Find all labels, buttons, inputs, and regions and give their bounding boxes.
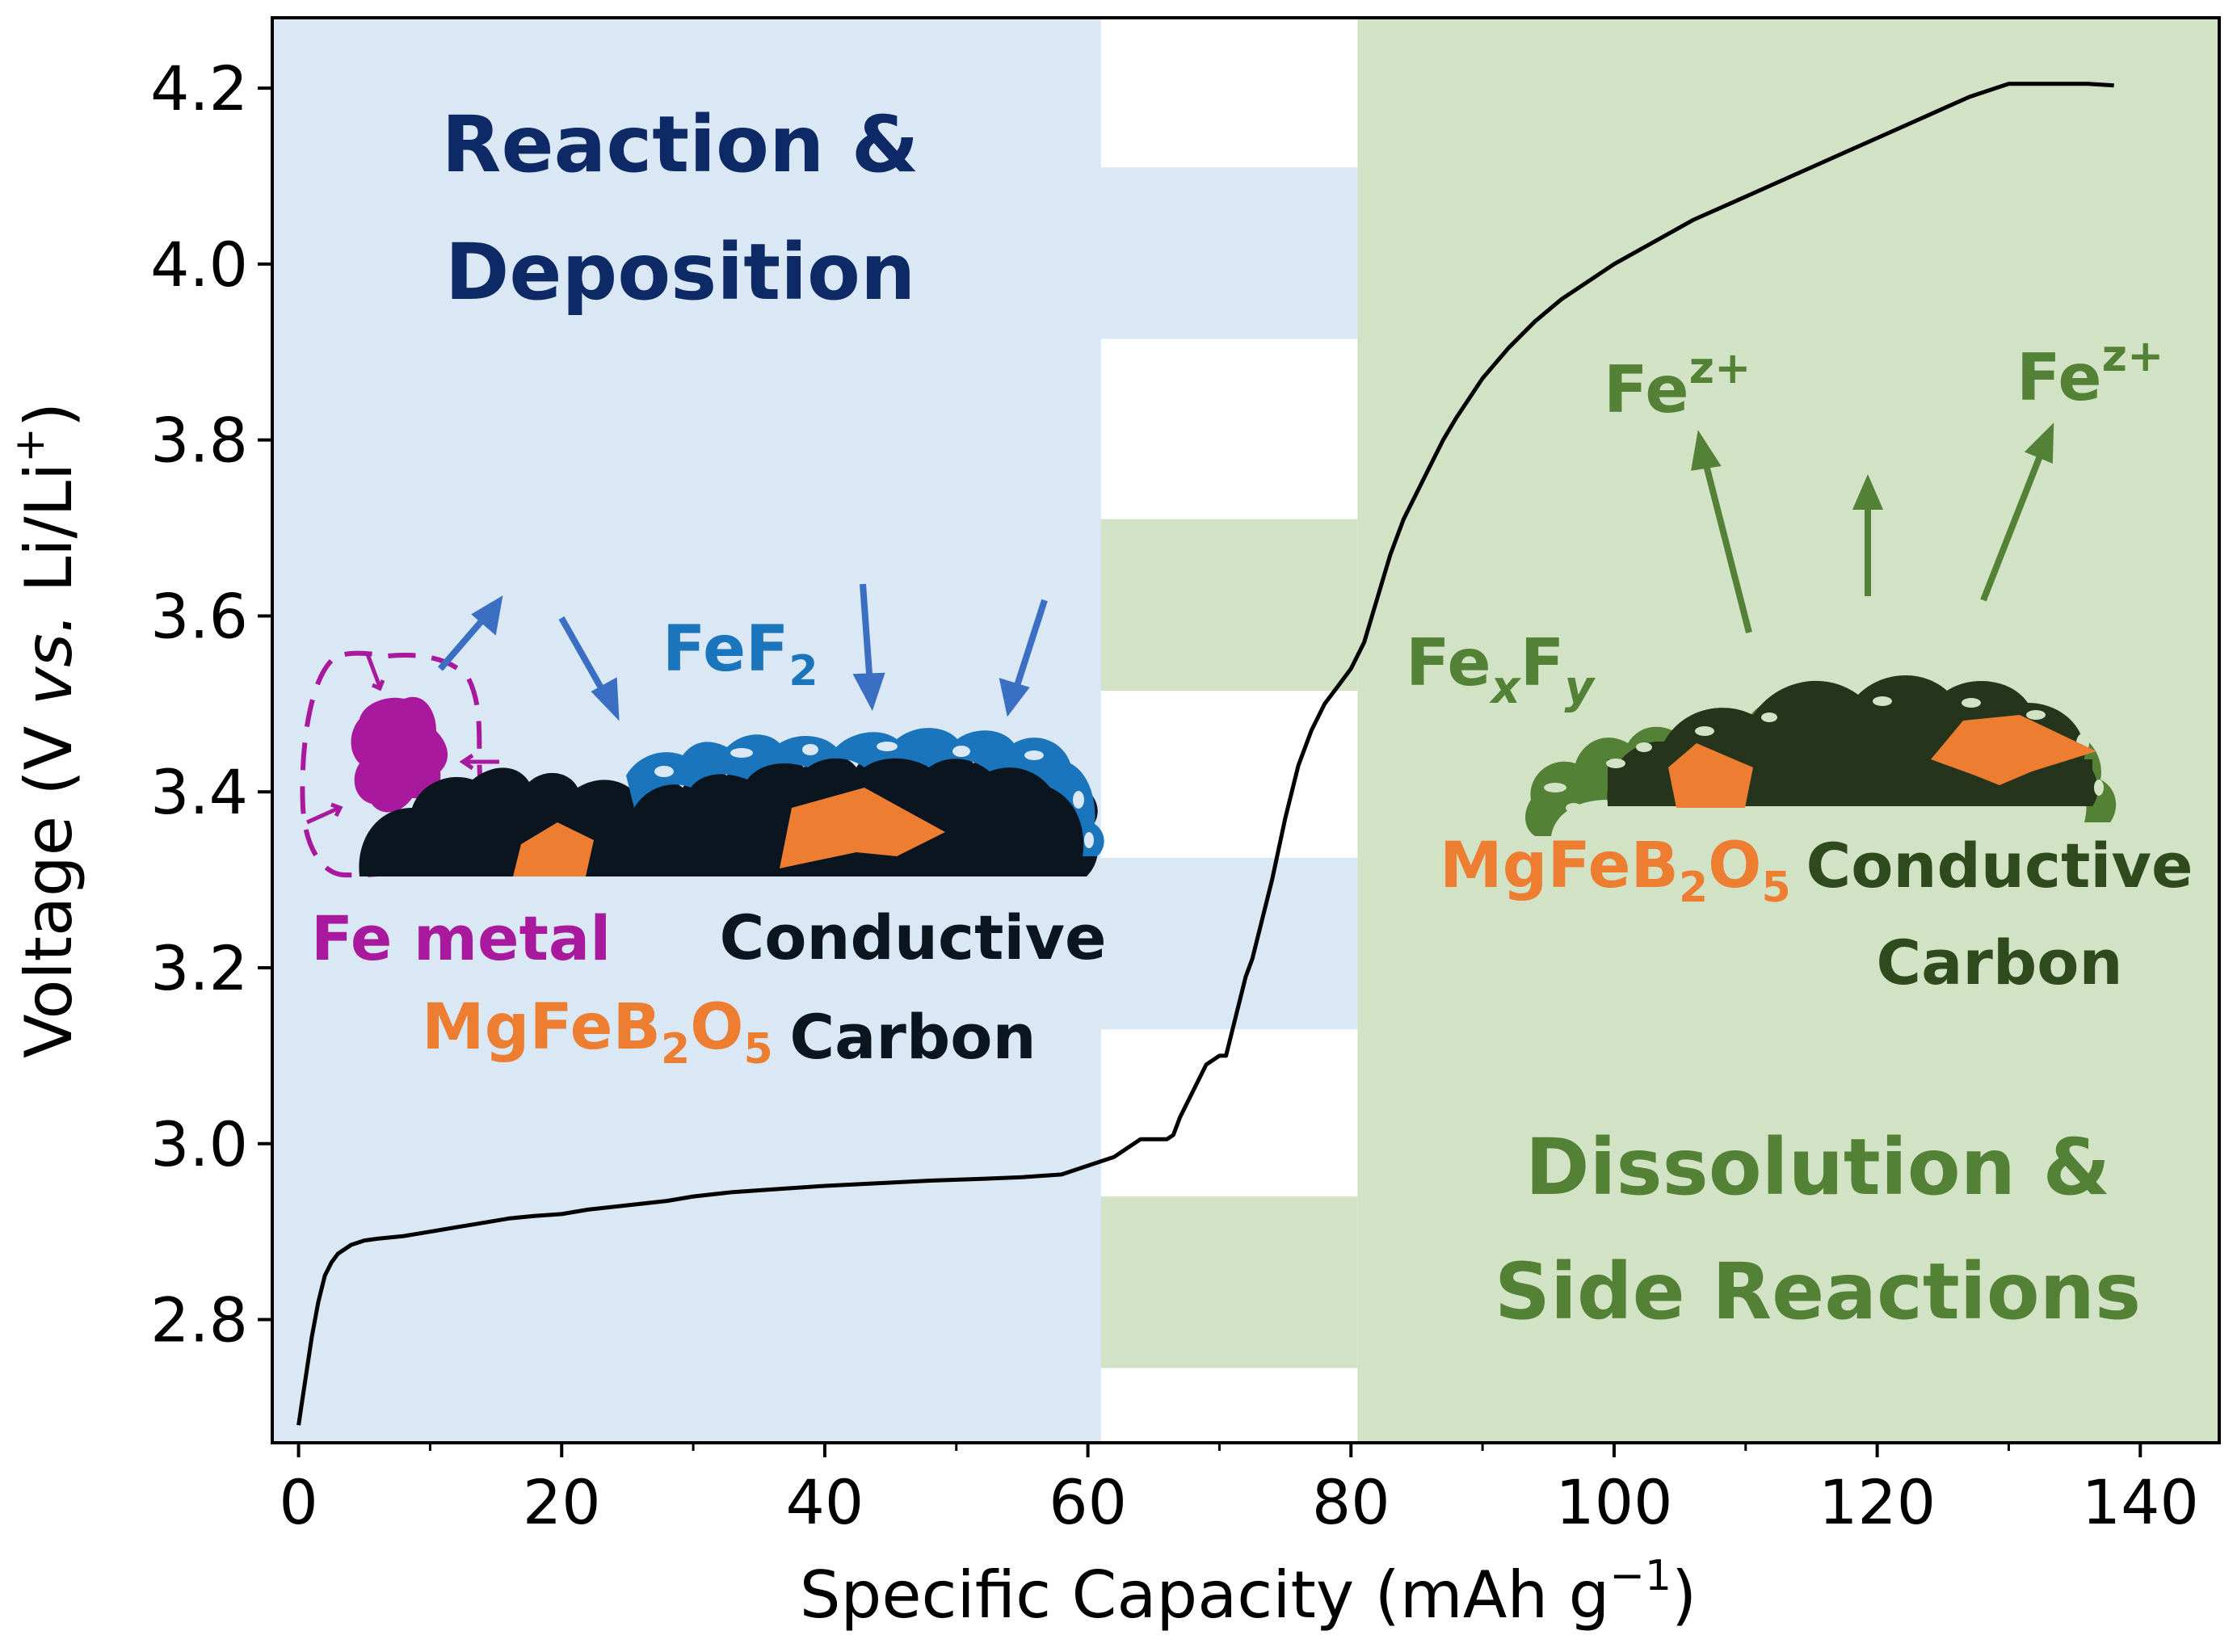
- fe-metal-dashed-outline-icon: [300, 650, 494, 878]
- region-stripe: [1100, 857, 1358, 1030]
- fexfy-base1: Fe: [1406, 625, 1491, 700]
- left-mgfeb2o5-mid: O: [690, 991, 743, 1064]
- right-mgfeb2o5-sub2: 5: [1761, 864, 1790, 912]
- y-tick-label: 3.6: [150, 580, 248, 652]
- right-region-title: Side Reactions: [1495, 1246, 2141, 1337]
- x-tick-label: 40: [786, 1466, 864, 1538]
- fexfy-sub2: y: [1564, 662, 1596, 714]
- x-tick-label: 140: [2082, 1466, 2199, 1538]
- right-mgfeb2o5-mid: O: [1708, 830, 1761, 902]
- y-tick-label: 3.4: [150, 756, 248, 828]
- fe-ion-label-base: Fe: [2016, 340, 2102, 415]
- x-tick-label: 100: [1555, 1466, 1672, 1538]
- fef2-label-base: FeF: [662, 613, 788, 686]
- fef2-label: FeF2: [662, 613, 818, 696]
- right-mgfeb2o5-particle-icon: [1931, 715, 2096, 785]
- fexfy-label: FexFy: [1406, 625, 1596, 714]
- left-mgfeb2o5-particle-icon: [780, 788, 945, 868]
- left-mgfeb2o5-base: MgFeB: [422, 991, 661, 1064]
- right-mgfeb2o5-particle-icon: [1668, 743, 1753, 808]
- deposition-illustration: [300, 583, 1104, 878]
- fexfy-base2: F: [1520, 625, 1565, 700]
- fe-ion-label-superscript: z+: [2102, 330, 2164, 381]
- x-tick-label: 120: [1819, 1466, 1936, 1538]
- x-tick-label: 0: [279, 1466, 317, 1538]
- y-axis-title-italic: vs.: [11, 613, 86, 705]
- left-region-title: Deposition: [445, 227, 916, 317]
- region-stripe: [1100, 1196, 1358, 1368]
- plot-frame: [271, 16, 2221, 1444]
- y-axis-title-suffix: Li/Li: [11, 463, 86, 613]
- left-mgfeb2o5-sub2: 5: [743, 1025, 772, 1074]
- x-axis-title-text: Specific Capacity (mAh g: [800, 1557, 1610, 1633]
- fef2-label-subscript: 2: [788, 647, 818, 696]
- y-tick-label: 3.8: [150, 405, 248, 477]
- y-axis-title-prefix: Voltage (V: [11, 705, 86, 1058]
- right-carbon-label: Conductive: [1806, 830, 2193, 902]
- left-region-title: Reaction &: [442, 99, 919, 190]
- fe-ion-label: Fez+: [1604, 343, 1751, 427]
- left-carbon-label: Carbon: [789, 1001, 1036, 1073]
- series-layer: [296, 82, 2114, 1426]
- x-tick-label: 20: [523, 1466, 601, 1538]
- y-tick-label: 4.2: [150, 53, 248, 124]
- fe-ion-up-arrows-icon: [1691, 422, 2054, 633]
- x-tick-label: 80: [1312, 1466, 1390, 1538]
- fe-metal-label: Fe metal: [311, 902, 611, 974]
- region-stripe: [1100, 167, 1358, 339]
- y-axis-title-end: ): [11, 402, 86, 427]
- fexfy-sub1: x: [1489, 662, 1522, 714]
- fe-ion-label-base: Fe: [1604, 352, 1689, 427]
- dissolution-illustration: [1525, 422, 2117, 836]
- x-axis-ticks: 0 20 40 60 80 100 120 140: [279, 1443, 2199, 1538]
- right-mgfeb2o5-label: MgFeB2O5: [1440, 830, 1791, 912]
- y-tick-label: 3.2: [150, 932, 248, 1004]
- x-axis-title: Specific Capacity (mAh g−1): [800, 1552, 1697, 1633]
- right-mgfeb2o5-base: MgFeB: [1440, 830, 1679, 902]
- y-axis-ticks: 2.8 3.0 3.2 3.4 3.6 3.8 4.0 4.2: [150, 53, 272, 1356]
- left-mgfeb2o5-sub1: 2: [661, 1025, 690, 1074]
- region-stripe: [1100, 519, 1358, 691]
- left-mgfeb2o5-label: MgFeB2O5: [422, 991, 773, 1074]
- fef2-arrows-icon: [437, 583, 1048, 721]
- fe-metal-blob-icon: [351, 696, 448, 813]
- x-tick-label: 60: [1049, 1466, 1127, 1538]
- y-tick-label: 3.0: [150, 1108, 248, 1180]
- x-axis-title-superscript: −1: [1609, 1552, 1671, 1600]
- y-axis-title: Voltage (V vs. Li/Li+): [6, 402, 86, 1058]
- y-axis-title-superscript: +: [6, 427, 54, 463]
- left-mgfeb2o5-particle-icon: [513, 822, 594, 876]
- left-carbon-label: Conductive: [719, 902, 1106, 973]
- y-tick-label: 4.0: [150, 229, 248, 301]
- voltage-curve: [296, 82, 2114, 1426]
- fef2-pores-icon: [654, 742, 1094, 848]
- fef2-coating-icon: [626, 728, 1104, 856]
- right-mgfeb2o5-sub1: 2: [1679, 864, 1708, 912]
- y-tick-label: 2.8: [150, 1284, 248, 1356]
- right-carbon-label: Carbon: [1876, 927, 2122, 998]
- fe-ion-label-superscript: z+: [1689, 343, 1751, 393]
- fe-ion-label: Fez+: [2016, 330, 2163, 415]
- x-axis-title-end: ): [1671, 1557, 1697, 1633]
- right-region-title: Dissolution &: [1525, 1122, 2110, 1213]
- fe-metal-inward-arrows-icon: [305, 654, 499, 825]
